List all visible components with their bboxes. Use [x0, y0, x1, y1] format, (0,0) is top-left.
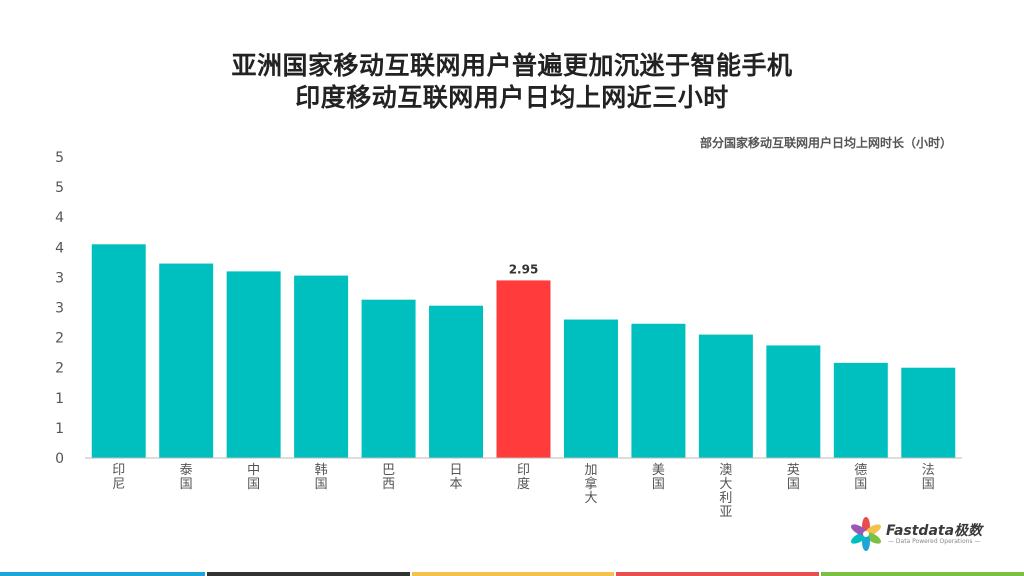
bar-印度	[496, 280, 551, 458]
bar-中国	[226, 271, 281, 458]
y-tick-label: 4	[55, 240, 64, 256]
y-tick-label: 5	[55, 180, 64, 196]
strip-segment	[821, 572, 1024, 576]
chart-subtitle: 部分国家移动互联网用户日均上网时长（小时）	[699, 136, 952, 150]
data-label: 2.95	[509, 262, 539, 276]
bar-德国	[833, 362, 888, 458]
bar-澳大利亚	[698, 334, 753, 458]
x-tick-label: 印度	[517, 463, 530, 492]
y-tick-label: 1	[55, 421, 64, 437]
x-tick-label: 英国	[787, 463, 800, 492]
y-tick-label: 1	[55, 391, 64, 407]
chart-title-line-1: 亚洲国家移动互联网用户普遍更加沉迷于智能手机	[231, 51, 793, 80]
x-tick-label: 中国	[247, 463, 260, 492]
x-tick-label: 法国	[922, 463, 935, 492]
y-tick-label: 0	[55, 451, 64, 467]
flower-logo-icon	[851, 517, 881, 551]
bar-泰国	[159, 263, 214, 458]
chart-title-line-2: 印度移动互联网用户日均上网近三小时	[295, 83, 729, 112]
bar-日本	[429, 305, 484, 458]
bars	[91, 244, 956, 458]
x-tick-label: 美国	[652, 463, 665, 492]
strip-segment	[411, 572, 615, 576]
y-tick-label: 2	[55, 361, 64, 377]
x-tick-label: 巴西	[382, 463, 395, 492]
bar-巴西	[361, 299, 416, 458]
x-tick-label: 德国	[854, 463, 867, 492]
y-axis: 0 1 1 2 2 3 3 4 4 5 5	[55, 150, 64, 467]
bar-法国	[901, 367, 956, 458]
bar-美国	[631, 323, 686, 458]
x-tick-label: 日本	[450, 463, 463, 492]
x-tick-label: 澳大利亚	[719, 462, 732, 520]
y-tick-label: 5	[55, 150, 64, 166]
x-tick-label: 印尼	[112, 463, 125, 492]
strip-segment	[0, 572, 205, 576]
data-labels: 2.95	[509, 262, 539, 276]
x-tick-label: 加拿大	[584, 463, 597, 506]
bar-韩国	[294, 275, 349, 458]
y-tick-label: 3	[55, 270, 64, 286]
strip-segment	[616, 572, 820, 576]
y-tick-label: 4	[55, 210, 64, 226]
bar-英国	[766, 345, 821, 458]
y-tick-label: 3	[55, 301, 64, 317]
strip-segment	[206, 572, 410, 576]
logo-name: Fastdata极数	[886, 523, 983, 539]
logo-tagline: — Data Powered Operations —	[888, 538, 981, 545]
fastdata-logo: Fastdata极数 — Data Powered Operations —	[848, 514, 998, 554]
x-tick-label: 泰国	[180, 463, 193, 492]
x-tick-label: 韩国	[315, 463, 328, 492]
bar-加拿大	[563, 319, 618, 458]
y-tick-label: 2	[55, 331, 64, 347]
bar-印尼	[91, 244, 146, 458]
x-axis: 印尼 泰国 中国 韩国 巴西 日本 印度 加拿大 美国 澳大利亚 英国 德国 法国	[112, 462, 935, 520]
